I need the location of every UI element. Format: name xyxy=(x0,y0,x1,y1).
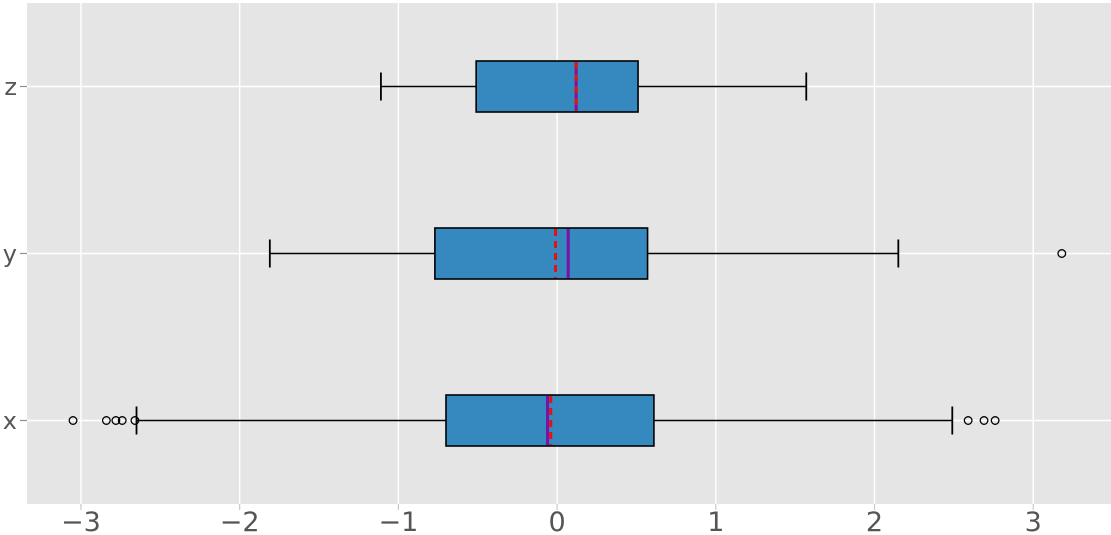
y-tick-label-z: z xyxy=(4,73,17,101)
box-z xyxy=(475,60,639,113)
outlier-x-7 xyxy=(990,416,1000,425)
y-tick-label-y: y xyxy=(3,240,17,268)
x-tick-label-0: 0 xyxy=(549,507,566,535)
x-tick-label-3: 3 xyxy=(1025,507,1042,535)
outlier-y-0 xyxy=(1057,249,1067,258)
x-tick-label--3: −3 xyxy=(61,507,101,535)
outlier-x-6 xyxy=(979,416,989,425)
y-tick-label-x: x xyxy=(3,407,17,435)
outlier-x-3 xyxy=(117,416,127,425)
outlier-x-1 xyxy=(101,416,111,425)
outlier-x-4 xyxy=(130,416,140,425)
x-tick-label--1: −1 xyxy=(378,507,418,535)
box-y xyxy=(434,227,649,280)
x-tick-label-1: 1 xyxy=(707,507,724,535)
outlier-x-2 xyxy=(111,416,121,425)
x-tick-label--2: −2 xyxy=(220,507,260,535)
x-tick-label-2: 2 xyxy=(866,507,883,535)
outlier-x-0 xyxy=(68,416,78,425)
outlier-x-5 xyxy=(963,416,973,425)
